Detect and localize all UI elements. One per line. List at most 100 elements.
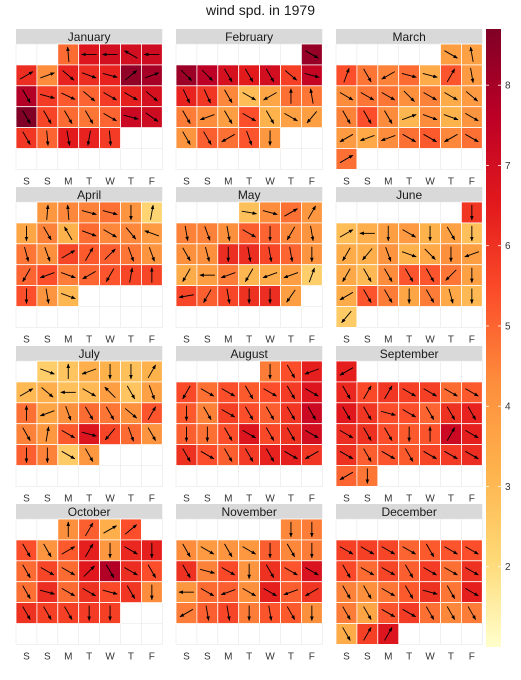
wind-direction-arrow <box>401 251 417 258</box>
wind-direction-arrow <box>22 89 31 104</box>
wind-direction-arrow <box>221 567 236 576</box>
wind-direction-arrow <box>22 585 31 600</box>
wind-direction-arrow <box>304 450 319 460</box>
weekday-tick-label: F <box>149 176 155 187</box>
wind-direction-arrow <box>467 406 476 421</box>
wind-direction-arrow <box>444 92 458 101</box>
wind-direction-arrow <box>342 268 351 283</box>
weekday-tick-label: F <box>149 651 155 662</box>
wind-direction-arrow <box>363 268 372 283</box>
wind-direction-arrow <box>286 385 296 400</box>
colorbar-tick-label: 5 <box>505 321 511 332</box>
weekday-tick-label: T <box>128 176 134 187</box>
weekday-tick-label: M <box>64 334 72 345</box>
wind-direction-arrow <box>443 114 459 121</box>
wind-direction-arrow <box>384 627 393 641</box>
wind-direction-arrow <box>405 448 414 462</box>
wind-direction-arrow <box>444 450 458 460</box>
weekday-tick-label: F <box>469 651 475 662</box>
wind-direction-arrow <box>465 430 479 439</box>
wind-direction-arrow <box>339 291 354 301</box>
wind-direction-arrow <box>307 406 316 421</box>
wind-direction-arrow <box>405 564 414 579</box>
wind-direction-arrow <box>263 388 277 397</box>
wind-direction-arrow <box>342 385 351 400</box>
wind-direction-arrow <box>83 91 96 102</box>
month-strip <box>16 504 163 519</box>
wind-direction-arrow <box>44 247 51 262</box>
wind-direction-arrow <box>105 268 115 283</box>
wind-direction-arrow <box>147 427 156 442</box>
wind-direction-arrow <box>39 589 56 595</box>
wind-direction-arrow <box>24 246 30 262</box>
wind-direction-arrow <box>245 448 254 462</box>
wind-direction-arrow <box>144 230 160 237</box>
wind-direction-arrow <box>224 110 233 125</box>
wind-direction-arrow <box>286 427 296 442</box>
weekday-tick-label: S <box>364 651 371 662</box>
wind-direction-arrow <box>380 135 396 142</box>
wind-direction-arrow <box>224 427 233 442</box>
weekday-tick-label: T <box>448 651 454 662</box>
wind-direction-arrow <box>284 113 298 122</box>
wind-direction-arrow <box>381 608 396 618</box>
wind-direction-arrow <box>283 589 299 596</box>
wind-direction-arrow <box>40 368 55 375</box>
wind-direction-arrow <box>423 567 437 576</box>
weekday-tick-label: F <box>309 493 315 504</box>
wind-direction-arrow <box>242 92 257 101</box>
wind-direction-arrow <box>85 448 94 462</box>
weekday-tick-label: T <box>128 334 134 345</box>
wind-direction-arrow <box>304 368 320 375</box>
wind-direction-arrow <box>200 450 215 460</box>
wind-direction-arrow <box>182 268 191 283</box>
wind-direction-arrow <box>444 50 458 59</box>
weekday-tick-label: S <box>343 176 350 187</box>
weekday-tick-label: M <box>64 493 72 504</box>
wind-direction-arrow <box>224 543 233 558</box>
wind-direction-arrow <box>305 567 319 576</box>
weekday-tick-label: T <box>288 651 294 662</box>
wind-direction-arrow <box>262 210 278 216</box>
wind-direction-arrow <box>245 68 254 83</box>
colorbar-tick-label: 7 <box>505 161 511 172</box>
wind-direction-arrow <box>64 606 73 620</box>
wind-direction-arrow <box>363 427 372 442</box>
wind-direction-arrow <box>289 246 294 263</box>
wind-direction-arrow <box>65 406 72 421</box>
weekday-tick-label: S <box>364 176 371 187</box>
wind-direction-arrow <box>362 248 373 261</box>
wind-direction-arrow <box>182 247 191 262</box>
wind-direction-arrow <box>242 229 257 238</box>
wind-direction-arrow <box>342 406 351 421</box>
colorbar-gradient <box>486 29 501 647</box>
wind-direction-arrow <box>182 564 191 579</box>
wind-direction-arrow <box>339 450 354 460</box>
wind-direction-arrow <box>286 226 296 241</box>
wind-direction-arrow <box>85 543 94 558</box>
weekday-tick-label: S <box>204 651 211 662</box>
weekday-tick-label: M <box>384 493 392 504</box>
month-label: March <box>392 30 425 44</box>
wind-direction-arrow <box>380 410 396 416</box>
wind-direction-arrow <box>308 267 315 283</box>
month-panel: October S S M T W T F <box>15 504 163 662</box>
wind-direction-arrow <box>39 93 56 99</box>
wind-direction-arrow <box>339 471 354 481</box>
wind-direction-arrow <box>64 110 73 125</box>
wind-direction-arrow <box>384 268 393 283</box>
wind-direction-arrow <box>342 606 351 620</box>
wind-direction-arrow <box>125 227 137 240</box>
wind-direction-arrow <box>45 130 50 146</box>
wind-direction-arrow <box>81 230 97 237</box>
wind-direction-arrow <box>221 409 236 418</box>
weekday-tick-label: S <box>343 334 350 345</box>
wind-direction-arrow <box>310 225 315 242</box>
wind-direction-arrow <box>220 272 236 279</box>
wind-direction-arrow <box>401 114 417 121</box>
wind-direction-arrow <box>284 567 298 576</box>
wind-direction-arrow <box>246 130 253 146</box>
wind-direction-arrow <box>363 110 372 125</box>
wind-direction-arrow <box>179 608 194 618</box>
weekday-tick-label: M <box>224 334 232 345</box>
